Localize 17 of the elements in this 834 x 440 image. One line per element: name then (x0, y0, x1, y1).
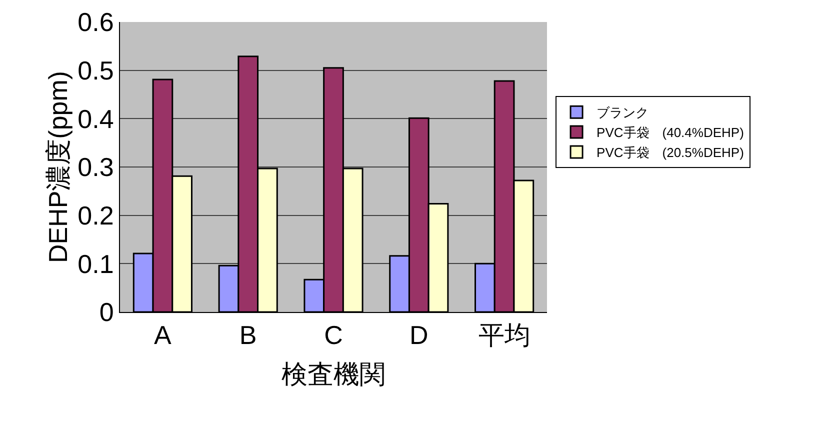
y-tick-label: 0.2 (78, 200, 114, 230)
y-tick-label: 0.1 (78, 248, 114, 279)
y-tick-label: 0.3 (78, 152, 114, 182)
x-tick-label: C (324, 320, 343, 350)
y-tick-label: 0.4 (78, 104, 114, 134)
y-tick-label: 0 (99, 297, 114, 328)
x-tick-label: A (154, 320, 172, 350)
x-tick-label: 平均 (478, 320, 530, 350)
legend-label: ブランク (596, 105, 649, 120)
legend-label: PVC手袋 (40.4%DEHP) (596, 125, 744, 140)
x-tick-label: D (410, 320, 428, 350)
y-tick-label: 0.5 (78, 55, 114, 86)
y-tick-label: 0.6 (78, 7, 114, 38)
x-axis-title: 検査機関 (282, 358, 386, 389)
x-tick-label: B (239, 320, 257, 350)
y-axis-title: DEHP濃度(ppm) (43, 70, 74, 264)
legend-label: PVC手袋 (20.5%DEHP) (596, 145, 744, 160)
